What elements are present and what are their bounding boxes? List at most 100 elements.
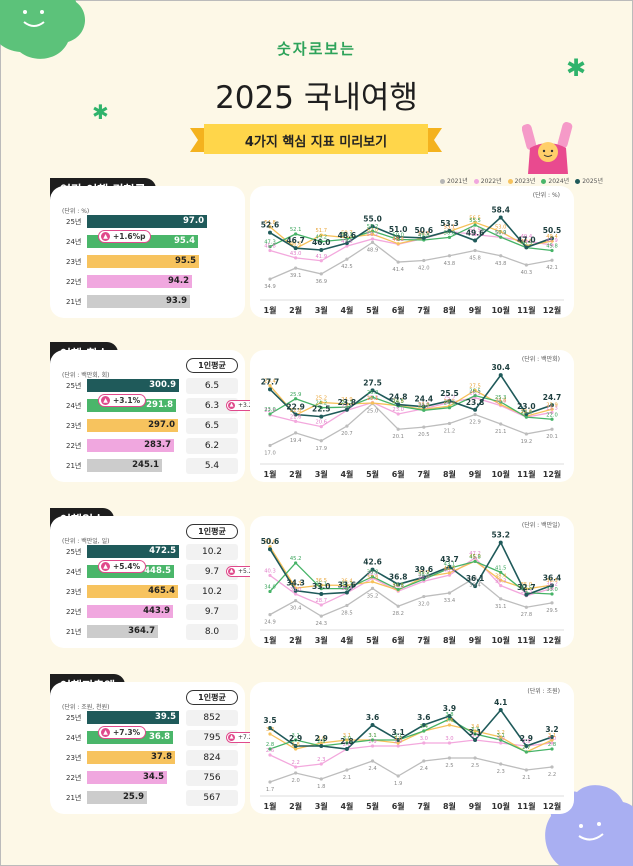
- data-label: 53.2: [367, 224, 379, 230]
- bar-year-label: 21년: [66, 298, 82, 306]
- data-point: [293, 412, 298, 417]
- data-point: [319, 272, 323, 276]
- data-point: [550, 236, 554, 241]
- data-point: [447, 254, 452, 258]
- data-point: [447, 714, 452, 718]
- per-capita-change-text: +3.2%: [238, 402, 259, 409]
- subtitle: 숫자로보는: [276, 40, 356, 58]
- data-label: 22.9: [286, 403, 305, 412]
- data-point: [294, 592, 298, 596]
- bar-year-label: 21년: [66, 794, 82, 802]
- data-label: 2.4: [420, 766, 429, 772]
- data-label: 47.9: [546, 238, 558, 244]
- x-tick-label: 11월: [517, 469, 536, 479]
- series-line: [269, 385, 553, 417]
- data-label: 42.6: [363, 558, 382, 567]
- x-tick-label: 9월: [469, 635, 482, 645]
- data-label: 47.6: [521, 239, 533, 245]
- data-label: 3.1: [471, 733, 479, 739]
- per-capita-value: 6.3: [186, 398, 238, 414]
- x-tick-label: 12월: [543, 801, 562, 811]
- data-point: [524, 263, 528, 267]
- x-tick-label: 1월: [264, 469, 277, 479]
- unit-label: (단위 : 백만일, 일): [62, 538, 110, 545]
- data-label: 33.5: [521, 586, 533, 592]
- annual-bar-card: (단위 : %) 25년 97.0 24년 95.4 23년 95.5 22년 94.2 21년 9…: [50, 186, 245, 318]
- data-point: [499, 402, 503, 407]
- x-tick-label: 7월: [417, 801, 430, 811]
- bar: 39.5: [87, 711, 179, 724]
- data-label: 48.4: [392, 237, 404, 243]
- data-point: [370, 237, 375, 241]
- per-capita-value: 756: [186, 770, 238, 786]
- series-line: [269, 560, 553, 595]
- bar: 34.5: [87, 771, 167, 784]
- x-tick-label: 12월: [543, 635, 562, 645]
- data-label: 22.5: [312, 405, 331, 414]
- data-label: 2.1: [522, 775, 530, 781]
- data-point: [499, 584, 503, 588]
- bar-row: 21년 245.1 5.4: [50, 458, 245, 474]
- data-point: [293, 588, 298, 593]
- data-label: 52.1: [290, 227, 302, 233]
- data-label: 3.8: [445, 712, 453, 718]
- data-label: 3.5: [263, 716, 276, 725]
- data-label: 32.0: [418, 602, 430, 608]
- data-label: 3.1: [343, 733, 351, 739]
- per-capita-header: 1인평균: [186, 690, 238, 705]
- data-point: [550, 410, 554, 415]
- bar-year-label: 22년: [66, 442, 82, 450]
- data-point: [498, 373, 503, 378]
- data-point: [396, 260, 400, 264]
- data-point: [524, 605, 528, 609]
- data-label: 2.9: [368, 739, 376, 745]
- data-point: [370, 580, 375, 584]
- bar-row: 25년 300.9 6.5: [50, 378, 245, 394]
- data-point: [370, 738, 375, 742]
- data-point: [268, 780, 272, 784]
- data-label: 23.9: [546, 402, 558, 408]
- data-label: 33.6: [338, 580, 357, 589]
- data-point: [319, 614, 323, 618]
- data-label: 25.2: [444, 395, 456, 401]
- data-point: [524, 415, 528, 419]
- data-label: 2.3: [497, 769, 505, 775]
- per-capita-header: 1인평균: [186, 358, 238, 373]
- data-point: [550, 417, 554, 421]
- mascot-icon: [522, 122, 573, 174]
- data-point: [550, 248, 554, 253]
- data-label: 41.5: [495, 565, 507, 571]
- data-label: 28.2: [392, 611, 404, 617]
- data-label: 36.8: [389, 572, 408, 581]
- change-badge-text: +7.3%: [113, 728, 141, 737]
- x-tick-label: 4월: [340, 635, 353, 645]
- per-capita-value: 9.7: [186, 604, 238, 620]
- data-label: 2.9: [394, 739, 402, 745]
- x-tick-label: 11월: [517, 801, 536, 811]
- legend-entry: 2022년: [473, 176, 502, 185]
- bar-value-label: 300.9: [149, 380, 176, 390]
- data-label: 33.4: [444, 598, 456, 604]
- data-point: [268, 384, 272, 388]
- data-point: [345, 402, 349, 406]
- data-label: 3.6: [366, 713, 379, 722]
- legend-label: 2024년: [548, 178, 570, 185]
- data-label: 37.8: [367, 575, 379, 581]
- bar-row: 23년 95.5: [50, 254, 245, 270]
- data-point: [294, 232, 298, 236]
- data-point: [345, 768, 349, 772]
- bar-value-label: 39.5: [155, 712, 176, 722]
- data-label: 46.0: [312, 238, 331, 247]
- data-point: [268, 547, 272, 552]
- bar: 37.8: [87, 751, 175, 764]
- data-point: [319, 741, 323, 745]
- data-label: 25.2: [367, 395, 379, 401]
- x-tick-label: 2월: [289, 305, 302, 315]
- series-line: [269, 397, 553, 428]
- data-point: [422, 729, 426, 733]
- data-point: [319, 583, 323, 587]
- data-point: [294, 771, 298, 775]
- x-tick-label: 2월: [289, 801, 302, 811]
- data-label: 38.8: [418, 572, 430, 578]
- data-label: 50.8: [495, 230, 507, 236]
